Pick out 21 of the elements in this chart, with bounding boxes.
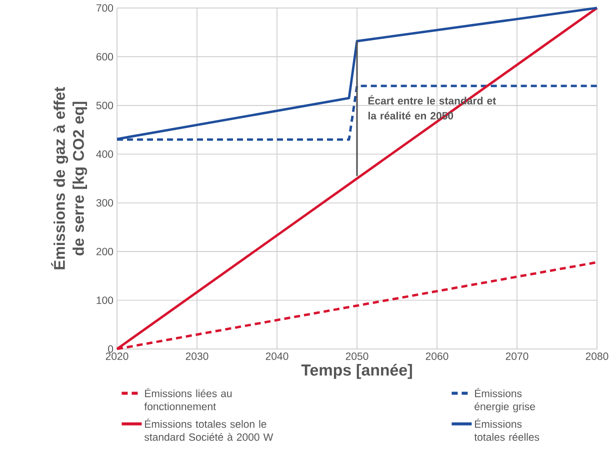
- x-tick-label: 2040: [266, 352, 288, 360]
- legend-label: Émissions totales selon le standard Société à 2000 W: [144, 418, 274, 441]
- x-tick-label: 2050: [346, 352, 368, 360]
- y-tick-label: 500: [96, 102, 114, 110]
- legend-label: Émissions liées au fonctionnement: [144, 388, 232, 410]
- x-tick-label: 2080: [586, 352, 608, 360]
- y-tick-label: 400: [96, 150, 114, 158]
- x-tick-label: 2070: [506, 352, 528, 360]
- y-tick-label: 700: [96, 4, 114, 12]
- y-tick-label: 300: [96, 199, 114, 207]
- x-tick-label: 2020: [106, 352, 128, 360]
- x-axis-title: Temps [année]: [301, 364, 412, 379]
- y-tick-label: 200: [96, 248, 114, 256]
- legend-label: Émissions totales réelles: [474, 418, 540, 441]
- x-tick-label: 2030: [186, 352, 208, 360]
- x-tick-label: 2060: [426, 352, 448, 360]
- y-tick-label: 600: [96, 53, 114, 60]
- y-axis-title: Émissions de gaz à effet de serre [kg CO2 eq]: [51, 86, 88, 270]
- y-tick-label: 100: [96, 296, 114, 304]
- legend-label: Émissions énergie grise: [474, 388, 535, 412]
- y-tick-label: 0: [108, 345, 114, 353]
